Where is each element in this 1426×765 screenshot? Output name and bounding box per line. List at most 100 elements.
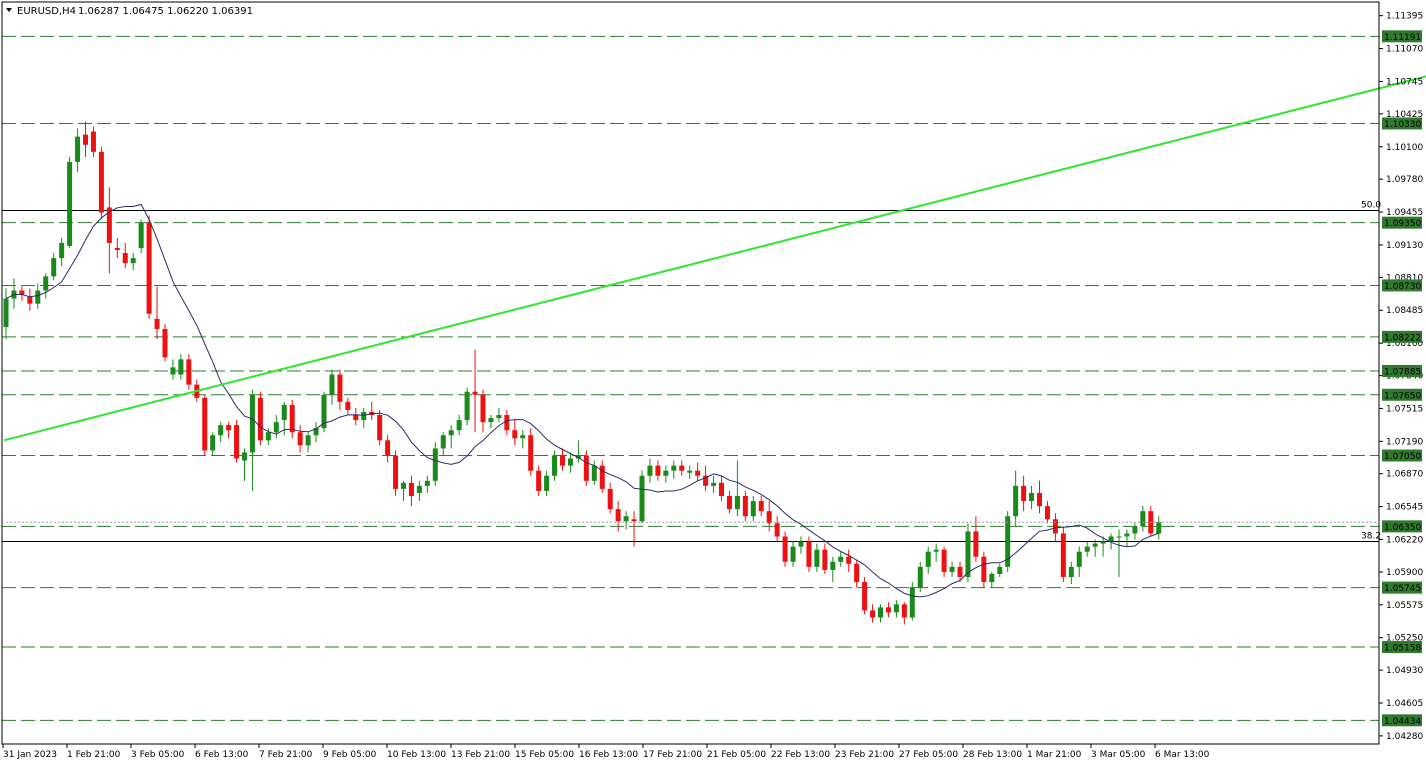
candle — [114, 237, 120, 259]
candle-body — [416, 485, 422, 493]
candle-body — [599, 465, 605, 489]
candle-body — [973, 531, 979, 557]
candle-body — [885, 607, 891, 613]
candle-body — [353, 415, 359, 421]
time-axis[interactable]: 31 Jan 2023 1 Feb 21:00 3 Feb 05:00 6 Feb 1… — [2, 744, 1210, 760]
candle — [862, 576, 868, 615]
candle-body — [448, 430, 454, 436]
candle-body — [1124, 533, 1130, 537]
level-label-box — [1382, 330, 1422, 343]
candle — [130, 253, 136, 271]
candle-body — [607, 488, 613, 510]
candle-body — [504, 415, 510, 431]
candle — [552, 450, 558, 481]
time-tick-label: 3 Feb 05:00 — [131, 750, 185, 760]
candle-body — [146, 222, 152, 314]
candle-body — [480, 394, 486, 423]
candle — [989, 571, 995, 588]
candle — [98, 146, 104, 218]
candle — [838, 551, 844, 567]
candle-body — [1132, 526, 1138, 534]
candle-body — [989, 573, 995, 583]
level-label: 1.09350 — [1384, 219, 1421, 229]
time-tick-label: 28 Feb 13:00 — [963, 750, 1022, 760]
candle-body — [957, 566, 963, 577]
candle-body — [909, 587, 915, 618]
candle-body — [1052, 519, 1058, 534]
candle — [432, 442, 438, 486]
trendline[interactable] — [3, 35, 1426, 442]
candle-body — [1100, 541, 1106, 544]
trendline-layer[interactable] — [3, 35, 1426, 442]
candle-body — [313, 428, 319, 436]
price-tick-label: 1.09455 — [1386, 208, 1423, 218]
candle — [408, 475, 414, 507]
candle-body — [289, 404, 295, 433]
level-label: 1.08222 — [1384, 333, 1421, 343]
candle-body — [567, 458, 573, 466]
candle — [854, 559, 860, 588]
candle-body — [19, 290, 25, 295]
level-label-box — [1382, 449, 1422, 462]
chevron-down-icon[interactable] — [6, 8, 12, 12]
candle-body — [814, 549, 820, 567]
symbol-label: EURUSD,H4 — [17, 6, 76, 17]
candle-body — [90, 131, 96, 152]
candle-body — [51, 258, 57, 277]
candle — [822, 543, 828, 574]
candle-body — [862, 582, 868, 611]
candle-body — [663, 470, 669, 476]
candle — [305, 432, 311, 453]
candle — [742, 490, 748, 522]
candle — [917, 561, 923, 593]
candles — [3, 121, 1162, 625]
candle-body — [218, 425, 224, 436]
candle-body — [536, 470, 542, 491]
candle — [520, 430, 526, 449]
candle — [933, 543, 939, 562]
candle — [249, 389, 255, 491]
price-tick-label: 1.05250 — [1386, 634, 1423, 644]
candle-body — [695, 470, 701, 476]
candle — [766, 501, 772, 532]
time-tick-label: 6 Mar 13:00 — [1155, 750, 1210, 760]
candle — [909, 582, 915, 621]
candle — [1092, 539, 1098, 557]
candle — [583, 450, 589, 486]
candle — [90, 126, 96, 157]
price-tick-label: 1.04605 — [1386, 699, 1423, 709]
candle-body — [878, 607, 883, 618]
candle — [75, 128, 81, 173]
candle-body — [846, 556, 852, 564]
candle — [567, 452, 573, 473]
level-label: 1.07650 — [1384, 391, 1421, 401]
level-label-box — [1382, 388, 1422, 401]
candle — [949, 561, 955, 577]
candle — [393, 450, 399, 496]
candle — [560, 448, 565, 471]
candle — [758, 495, 764, 517]
price-tick-label: 1.04280 — [1386, 732, 1423, 742]
time-tick-label: 6 Feb 13:00 — [195, 750, 249, 760]
candle-body — [544, 475, 550, 491]
candle — [448, 425, 454, 449]
candle-body — [1013, 485, 1019, 517]
candle-body — [647, 465, 653, 476]
candle — [1108, 533, 1114, 550]
candle — [170, 359, 176, 380]
candle-body — [512, 430, 518, 439]
candle — [385, 435, 391, 463]
price-tick-label: 1.08160 — [1386, 339, 1423, 349]
candle — [870, 604, 876, 623]
candle-body — [456, 420, 462, 431]
candle — [830, 556, 836, 583]
candle — [623, 511, 629, 530]
candle-body — [822, 549, 828, 570]
plot-frame — [1, 1, 1380, 745]
candle — [655, 460, 661, 481]
candle — [1140, 506, 1146, 532]
candle-body — [35, 290, 41, 304]
time-tick-label: 7 Feb 21:00 — [259, 750, 313, 760]
